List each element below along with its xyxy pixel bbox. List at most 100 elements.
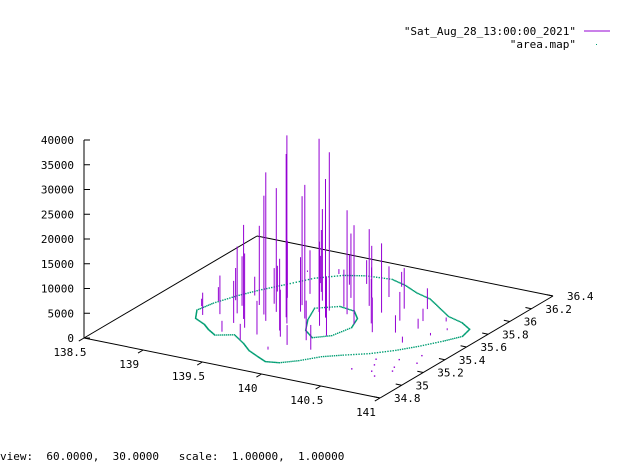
map-inner-dot [311, 337, 313, 339]
map-outline-dot [444, 312, 446, 314]
map-inner-dot [340, 306, 342, 308]
map-outline-dot [283, 284, 285, 286]
map-outline-dot [417, 292, 419, 295]
map-inner-dot [355, 315, 358, 318]
map-outline-dot [431, 300, 433, 302]
map-inner-dot [310, 336, 313, 338]
map-outline-dot [415, 291, 417, 293]
map-outline-dot [286, 361, 288, 363]
map-inner-dot [307, 318, 309, 321]
map-outline-dot [250, 351, 252, 353]
map-outline-dot [430, 343, 432, 345]
map-outline-dot [411, 346, 413, 349]
map-outline-dot [421, 294, 423, 297]
map-outline-dot [215, 301, 217, 304]
map-outline-dot [462, 323, 465, 325]
map-outline-dot [468, 328, 471, 331]
map-outline-dot [224, 298, 226, 301]
map-outline-dot [342, 274, 344, 277]
map-inner-dot [350, 326, 353, 329]
map-scatter-dot [373, 364, 376, 366]
map-outline-dot [194, 317, 197, 320]
map-outline-dot [198, 320, 200, 322]
map-outline-dot [442, 310, 444, 312]
y-tick-label: 36 [524, 316, 537, 329]
map-outline-dot [261, 288, 263, 291]
map-outline-dot [459, 321, 462, 323]
z-tick-label: 40000 [41, 134, 74, 147]
map-outline-dot [195, 311, 198, 314]
map-outline-dot [224, 334, 226, 336]
y-tick-label: 35.8 [502, 328, 529, 341]
map-outline-dot [461, 321, 463, 324]
map-outline-dot [442, 340, 445, 342]
map-outline-dot [195, 312, 198, 315]
map-outline-dot [214, 334, 216, 336]
map-outline-dot [416, 292, 418, 294]
back-base-line [256, 235, 554, 297]
map-inner-dot [313, 336, 315, 339]
map-outline-dot [261, 358, 264, 361]
map-scatter-dot [391, 370, 394, 372]
map-outline-dot [200, 321, 202, 323]
map-outline-dot [267, 361, 269, 363]
map-outline-dot [313, 357, 316, 359]
map-outline-dot [422, 295, 425, 297]
map-outline-dot [331, 275, 333, 278]
map-inner-dot [354, 311, 356, 314]
map-outline-dot [410, 288, 412, 290]
map-inner-dot [308, 316, 310, 319]
map-outline-dot [467, 327, 469, 329]
map-outline-dot [327, 355, 329, 357]
map-outline-dot [246, 347, 248, 349]
z-tick-label: 15000 [41, 258, 74, 271]
map-outline-dot [227, 334, 230, 336]
map-inner-dot [344, 307, 347, 310]
map-outline-dot [440, 308, 442, 311]
map-outline-dot [356, 274, 358, 277]
map-outline-dot [454, 337, 456, 340]
map-outline-dot [195, 318, 198, 320]
map-outline-dot [240, 294, 243, 296]
map-outline-dot [434, 302, 436, 305]
map-outline-dot [294, 360, 296, 362]
map-outline-dot [196, 318, 199, 321]
map-outline-dot [452, 338, 454, 340]
map-outline-dot [248, 349, 250, 352]
map-inner-dot [350, 309, 353, 311]
map-outline-dot [467, 330, 469, 332]
map-outline-dot [255, 354, 257, 357]
map-inner-dot [317, 336, 319, 338]
y-tick-mark [546, 294, 554, 297]
map-outline-dot [263, 359, 265, 362]
map-outline-dot [295, 281, 298, 283]
map-outline-dot [322, 355, 325, 358]
map-outline-dot [259, 357, 261, 359]
map-outline-dot [262, 359, 264, 361]
map-outline-dot [251, 291, 254, 293]
map-outline-dot [258, 356, 261, 359]
map-outline-dot [391, 278, 393, 281]
map-outline-dot [464, 324, 466, 327]
map-outline-dot [394, 279, 396, 282]
map-outline-dot [465, 332, 467, 334]
map-inner-dot [309, 315, 311, 317]
map-outline-dot [347, 274, 349, 277]
map-inner-dot [331, 334, 333, 337]
map-outline-dot [280, 284, 283, 287]
map-outline-dot [199, 307, 201, 310]
map-outline-dot [201, 321, 203, 324]
map-inner-dot [321, 306, 323, 309]
map-outline-dot [464, 332, 467, 335]
x-tick-label: 140 [238, 382, 258, 395]
map-outline-dot [404, 348, 406, 350]
map-outline-dot [406, 285, 408, 287]
map-outline-dot [222, 299, 224, 301]
map-outline-dot [309, 357, 311, 360]
map-outline-dot [351, 274, 354, 277]
map-outline-dot [382, 351, 384, 353]
y-tick-label: 34.8 [394, 392, 421, 405]
map-outline-dot [307, 358, 309, 360]
map-outline-dot [237, 337, 239, 339]
map-outline-dot [247, 292, 249, 294]
